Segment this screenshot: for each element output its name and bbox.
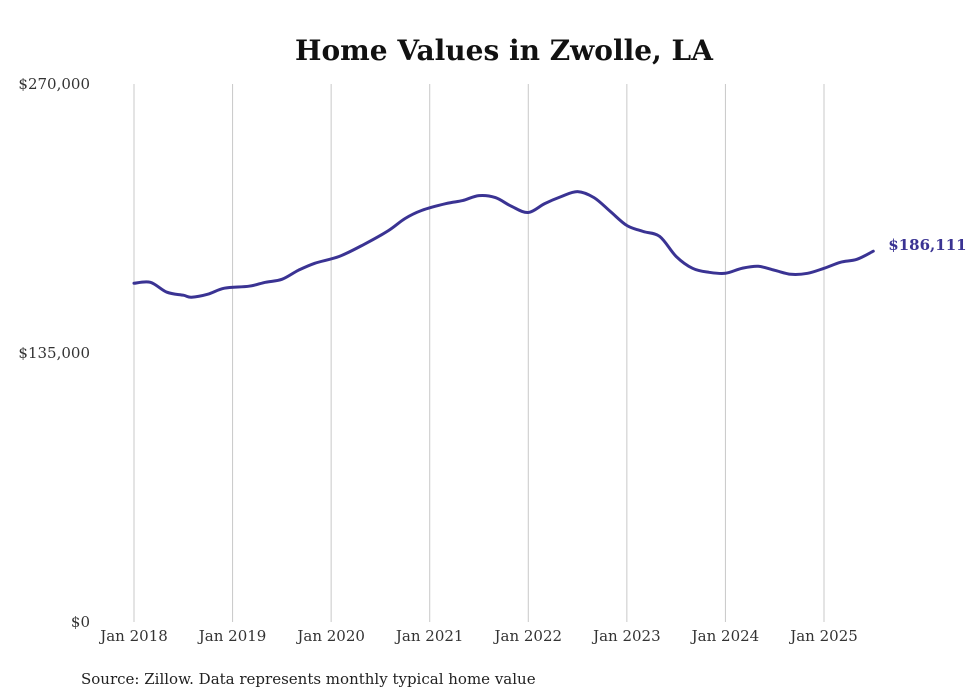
y-tick-label: $135,000: [18, 344, 90, 362]
latest-value-label: $186,111: [888, 236, 966, 254]
gridlines: [133, 84, 825, 622]
x-tick-label: Jan 2019: [197, 627, 267, 645]
home-value-series-line: [132, 190, 875, 299]
chart-title: Home Values in Zwolle, LA: [295, 34, 714, 67]
x-tick-label: Jan 2022: [493, 627, 563, 645]
x-tick-label: Jan 2021: [394, 627, 464, 645]
y-tick-label: $0: [71, 613, 90, 631]
y-tick-label: $270,000: [18, 75, 90, 93]
source-note: Source: Zillow. Data represents monthly …: [81, 670, 536, 688]
y-axis-ticks: $0 $135,000 $270,000: [18, 75, 90, 631]
x-axis-ticks: Jan 2018 Jan 2019 Jan 2020 Jan 2021 Jan 2022…: [98, 627, 858, 645]
x-tick-label: Jan 2023: [591, 627, 661, 645]
x-tick-label: Jan 2024: [690, 627, 760, 645]
series-layer: $186,111: [132, 190, 967, 299]
x-tick-label: Jan 2025: [788, 627, 858, 645]
x-tick-label: Jan 2020: [295, 627, 365, 645]
x-tick-label: Jan 2018: [98, 627, 168, 645]
